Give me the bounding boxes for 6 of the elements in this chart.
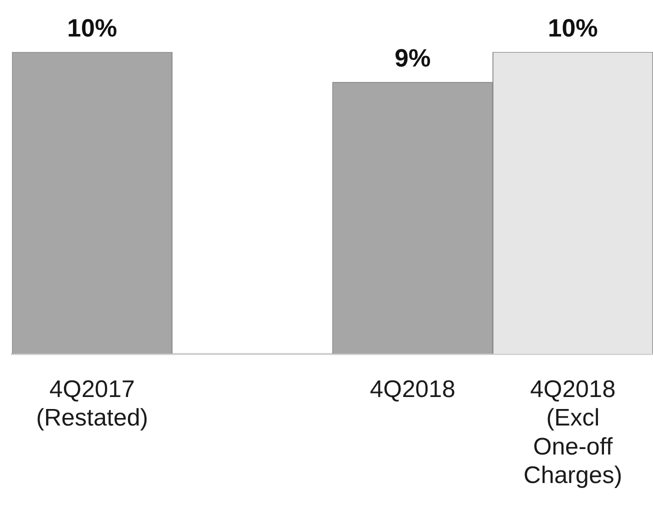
x-tick-label: 4Q2018 (Excl One-off Charges) [524, 376, 622, 490]
x-tick-label: 4Q2018 [370, 376, 456, 403]
data-label: 10% [67, 14, 118, 42]
x-tick-label: 4Q2017 (Restated) [36, 376, 148, 432]
data-label: 9% [394, 44, 431, 73]
data-label: 10% [548, 14, 598, 42]
